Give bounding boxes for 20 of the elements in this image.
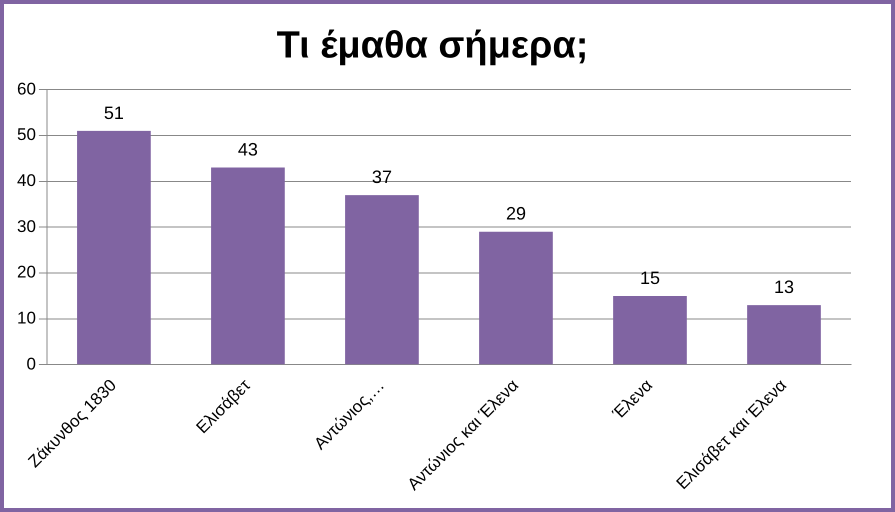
bar	[345, 195, 419, 364]
bar	[613, 296, 687, 364]
y-tick-label: 40	[16, 170, 36, 190]
bar	[479, 232, 553, 364]
data-label: 43	[238, 140, 258, 160]
chart-title: Τι έμαθα σήμερα;	[276, 24, 588, 66]
y-tick-label: 30	[16, 216, 36, 236]
y-tick-label: 50	[16, 125, 36, 144]
bar	[211, 168, 285, 364]
bar	[77, 130, 151, 364]
bar	[747, 305, 821, 364]
y-tick-label: 0	[26, 354, 36, 374]
data-label: 51	[104, 102, 124, 123]
y-tick-label: 60	[16, 79, 36, 98]
y-tick-label: 20	[16, 262, 36, 282]
data-label: 29	[506, 204, 526, 224]
y-tick-label: 10	[16, 308, 36, 328]
data-label: 37	[372, 167, 392, 188]
data-label: 15	[640, 268, 660, 288]
data-label: 13	[774, 277, 794, 298]
